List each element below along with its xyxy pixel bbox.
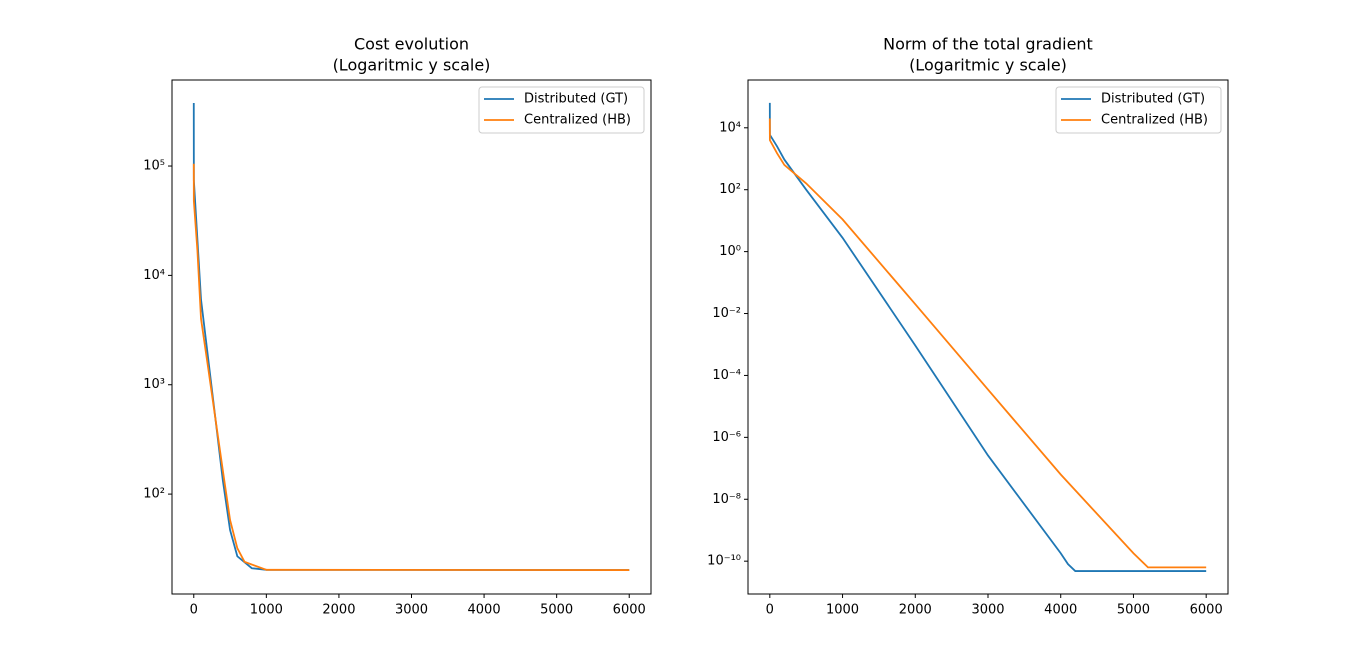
- line-series: [768, 118, 1207, 569]
- line-series: [192, 103, 630, 571]
- x-tick-label: 3000: [395, 603, 428, 618]
- legend-label: Centralized (HB): [1101, 113, 1208, 128]
- y-tick-label: 10³: [143, 377, 165, 392]
- x-tick-label: 5000: [540, 603, 573, 618]
- x-tick-label: 1000: [826, 603, 859, 618]
- legend-box: [1055, 86, 1222, 134]
- y-tick-label: 10⁵: [143, 159, 165, 174]
- line-series: [768, 102, 1207, 572]
- x-tick-label: 0: [190, 603, 198, 618]
- y-tick-label: 10²: [719, 182, 741, 197]
- x-tick-label: 5000: [1117, 603, 1150, 618]
- y-tick-label: 10⁻⁶: [712, 430, 741, 445]
- y-tick-label: 10⁰: [719, 244, 741, 259]
- x-tick-label: 4000: [468, 603, 501, 618]
- legend-box: [478, 86, 645, 134]
- plot-area: [768, 102, 1207, 572]
- y-tick-label: 10⁻²: [712, 306, 741, 321]
- x-tick-label: 6000: [613, 603, 646, 618]
- plot-area: [192, 103, 630, 571]
- x-tick-label: 2000: [899, 603, 932, 618]
- y-tick-label: 10²: [143, 487, 165, 502]
- chart-subtitle: (Logaritmic y scale): [909, 56, 1067, 75]
- x-tick-label: 2000: [322, 603, 355, 618]
- x-tick-label: 3000: [971, 603, 1004, 618]
- x-tick-label: 0: [766, 603, 774, 618]
- x-tick-label: 6000: [1190, 603, 1223, 618]
- axes-frame: [747, 79, 1229, 595]
- y-tick-label: 10⁻¹⁰: [707, 554, 741, 569]
- chart-title: Norm of the total gradient: [883, 35, 1093, 54]
- y-tick-label: 10⁴: [719, 120, 741, 135]
- x-tick-label: 4000: [1044, 603, 1077, 618]
- legend-label: Distributed (GT): [1101, 92, 1205, 107]
- y-tick-label: 10⁻⁴: [712, 368, 741, 383]
- chart-subtitle: (Logaritmic y scale): [333, 56, 491, 75]
- y-tick-label: 10⁴: [143, 268, 165, 283]
- chart-title: Cost evolution: [354, 35, 469, 54]
- axes-frame: [171, 79, 652, 595]
- y-tick-label: 10⁻⁸: [712, 492, 741, 507]
- line-series: [192, 163, 630, 571]
- x-tick-label: 1000: [250, 603, 283, 618]
- legend-label: Centralized (HB): [524, 113, 631, 128]
- legend-label: Distributed (GT): [524, 92, 628, 107]
